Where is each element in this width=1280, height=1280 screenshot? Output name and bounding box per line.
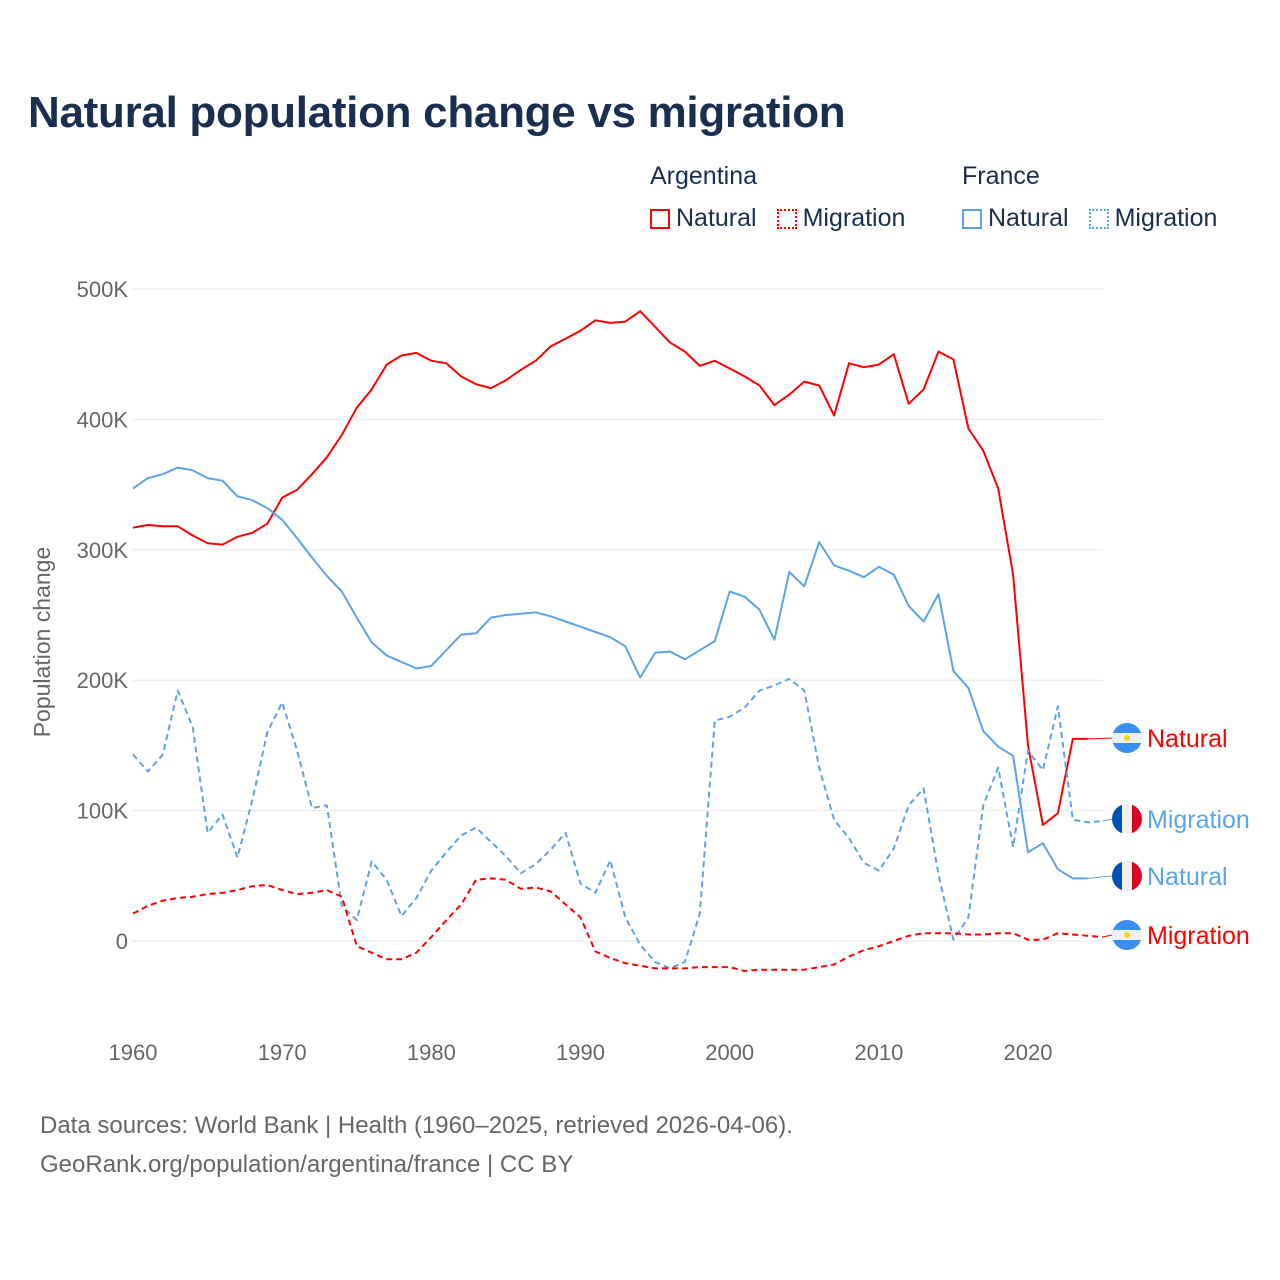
leader-line [1102, 934, 1113, 938]
x-tick-label: 2010 [854, 1040, 903, 1065]
legend-label: Natural [988, 204, 1069, 232]
legend-item-france-natural[interactable]: Natural [962, 204, 1069, 233]
leader-line [1102, 818, 1113, 822]
flag-stripe [1122, 861, 1132, 891]
flag-stripe [1112, 861, 1122, 891]
leader-line [1087, 737, 1113, 740]
flag-france-icon [1112, 804, 1142, 834]
y-tick-label: 400K [77, 407, 129, 432]
x-tick-label: 1960 [109, 1040, 158, 1065]
series-line-france-natural [132, 466, 1088, 880]
flag-stripe [1132, 861, 1142, 891]
y-tick-label: 500K [77, 277, 129, 302]
legend-swatch-solid [650, 208, 670, 229]
legend-item-france-migration[interactable]: Migration [1088, 204, 1218, 233]
flag-stripe [1112, 723, 1142, 733]
sun-icon [1124, 932, 1130, 938]
x-tick-label: 1990 [556, 1040, 605, 1065]
legend-swatch-solid [962, 208, 982, 229]
y-tick-label: 300K [77, 538, 129, 563]
legend-france: France Natural Migration [962, 162, 1217, 233]
footer: Data sources: World Bank | Health (1960–… [40, 1106, 793, 1184]
flag-stripe [1112, 920, 1142, 930]
footer-sources: Data sources: World Bank | Health (1960–… [40, 1112, 793, 1139]
legend-country-argentina: Argentina [650, 162, 758, 190]
end-label: Migration [1147, 922, 1250, 950]
series-line-argentina-migration [132, 877, 1103, 972]
flag-stripe [1122, 804, 1132, 834]
legend-label: Migration [1114, 204, 1218, 232]
legend-label: Natural [676, 204, 757, 232]
legend-swatch-dotted [776, 208, 797, 229]
legend-swatch-dotted [1088, 208, 1109, 229]
x-tick-label: 2000 [705, 1040, 754, 1065]
legend-argentina: Argentina Natural Migration [650, 162, 925, 233]
leader-line [1087, 875, 1113, 879]
series-line-france-migration [132, 677, 1103, 970]
flag-stripe [1112, 743, 1142, 753]
series-line-argentina-natural [132, 310, 1088, 826]
x-tick-label: 1970 [258, 1040, 307, 1065]
legend-country-france: France [962, 162, 1040, 190]
y-tick-label: 0 [116, 929, 128, 954]
flag-france-icon [1112, 861, 1142, 891]
y-tick-label: 100K [77, 799, 129, 824]
flag-stripe [1132, 804, 1142, 834]
flag-argentina-icon [1112, 920, 1142, 950]
end-label: Natural [1147, 725, 1228, 753]
flag-argentina-icon [1112, 723, 1142, 753]
y-tick-label: 200K [77, 668, 129, 693]
end-label: Natural [1147, 863, 1228, 891]
legend-label: Migration [802, 204, 906, 232]
footer-link[interactable]: GeoRank.org/population/argentina/france … [40, 1151, 574, 1178]
end-label: Migration [1147, 806, 1250, 834]
x-tick-label: 1980 [407, 1040, 456, 1065]
legend-item-argentina-natural[interactable]: Natural [650, 204, 757, 233]
flag-stripe [1112, 804, 1122, 834]
chart-title: Natural population change vs migration [28, 88, 846, 137]
x-tick-label: 2020 [1004, 1040, 1053, 1065]
sun-icon [1124, 735, 1130, 741]
legend-item-argentina-migration[interactable]: Migration [776, 204, 906, 233]
flag-stripe [1112, 940, 1142, 950]
y-axis-label: Population change [29, 547, 55, 738]
